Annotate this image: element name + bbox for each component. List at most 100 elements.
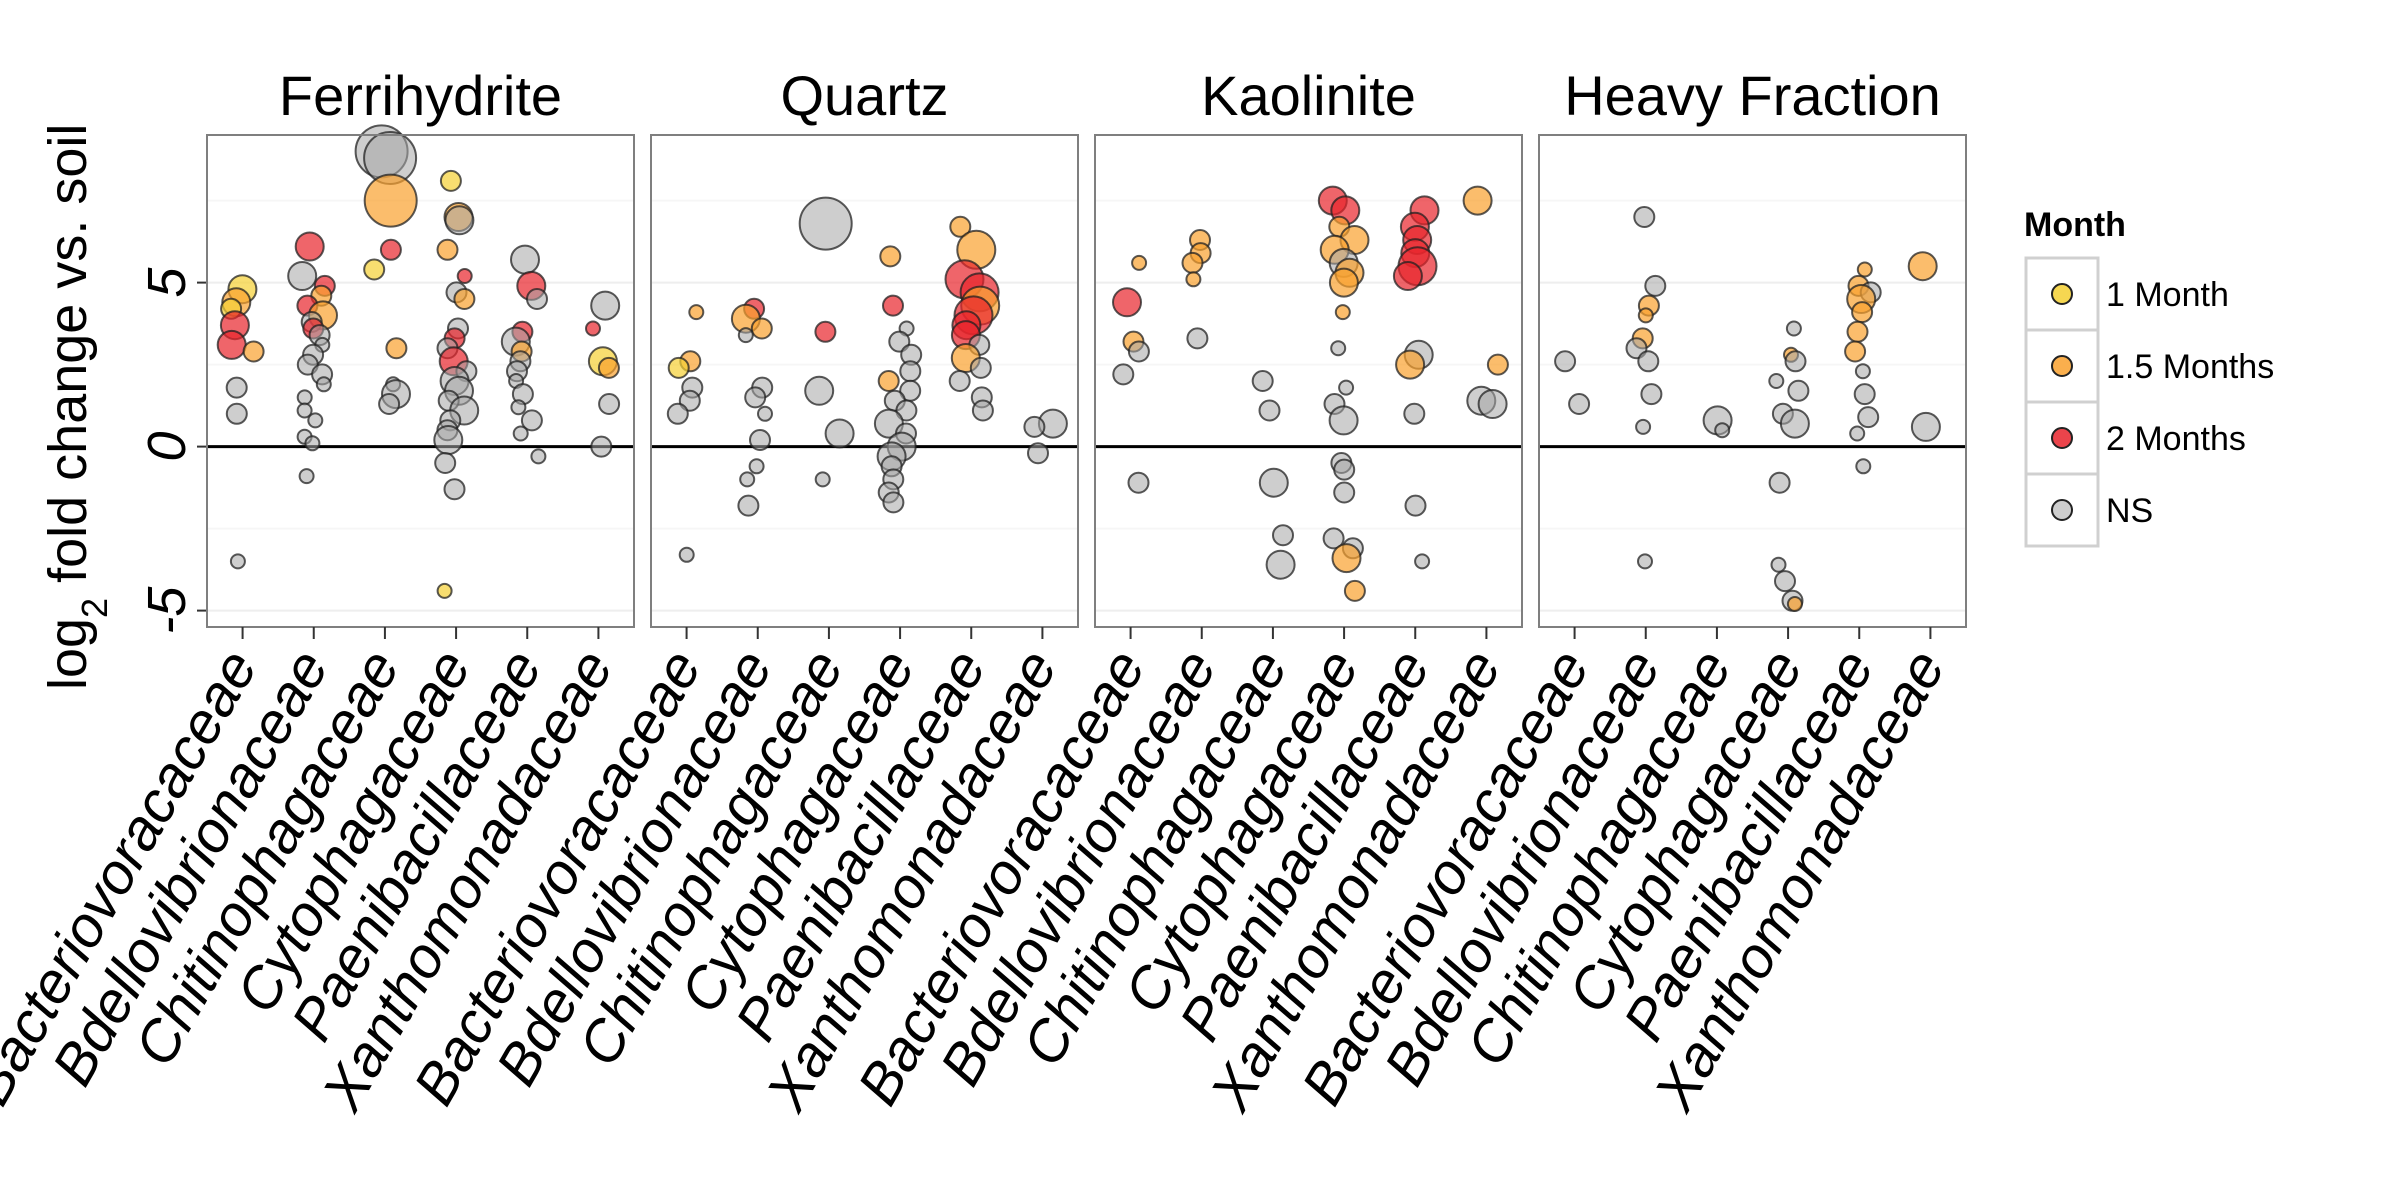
data-point [1127, 340, 1150, 363]
data-point [436, 238, 459, 261]
data-point [667, 356, 690, 379]
data-point [949, 215, 972, 238]
data-point [304, 435, 321, 452]
data-point [225, 376, 248, 399]
legend-swatch [2051, 427, 2073, 449]
data-point [744, 386, 767, 409]
data-point [1637, 553, 1653, 570]
data-point [1768, 373, 1785, 389]
facet-title: Heavy Fraction [1564, 64, 1941, 127]
y-axis-title-subscript: 2 [74, 598, 115, 618]
data-point [590, 290, 621, 321]
panel-border [1094, 134, 1523, 628]
data-point [757, 405, 773, 422]
panel-background [1095, 135, 1522, 627]
data-point [296, 402, 313, 419]
data-point [510, 244, 540, 275]
data-point [899, 360, 922, 383]
data-point [1112, 287, 1142, 318]
data-point [597, 356, 620, 379]
data-point [1331, 543, 1362, 574]
data-point [1714, 422, 1731, 439]
data-point [814, 320, 837, 343]
legend-label: 1.5 Months [2106, 348, 2274, 386]
data-point [520, 409, 543, 432]
y-tick-label: 0 [137, 432, 197, 462]
data-point [798, 196, 853, 251]
data-point [1784, 350, 1807, 373]
data-point [216, 329, 247, 360]
data-point [1330, 340, 1347, 357]
data-point [1637, 350, 1660, 373]
y-axis-title-rest: fold change vs. soil [38, 124, 98, 598]
data-point [1910, 411, 1941, 442]
data-point [225, 402, 248, 425]
panel-background [207, 135, 634, 627]
data-point [1333, 481, 1356, 504]
data-point [315, 376, 332, 393]
data-point [385, 337, 408, 360]
data-point [882, 294, 904, 317]
data-point [814, 471, 831, 488]
data-point [948, 370, 971, 392]
data-point [598, 393, 621, 415]
data-point [1265, 549, 1296, 580]
legend-swatch [2051, 355, 2073, 377]
data-point [526, 288, 548, 310]
data-point [1635, 418, 1652, 435]
data-point [379, 238, 402, 261]
panel-border [1538, 134, 1967, 628]
data-point [1770, 556, 1787, 573]
data-point [1486, 353, 1509, 376]
data-point [444, 205, 475, 236]
data-point [1644, 274, 1667, 297]
legend-item: 1.5 Months [2024, 328, 2274, 404]
data-point [242, 340, 265, 363]
y-axis-title-main: log [38, 618, 98, 690]
data-point [456, 268, 473, 284]
facet-title: Kaolinite [1201, 64, 1416, 127]
data-point [877, 370, 900, 392]
data-point [737, 327, 754, 344]
data-point [1568, 393, 1591, 415]
data-point [1258, 399, 1281, 422]
data-point [1338, 379, 1355, 396]
data-point [1462, 185, 1493, 216]
data-point [1774, 570, 1796, 593]
data-point [1392, 261, 1423, 291]
data-point [1787, 379, 1810, 402]
data-point [1856, 261, 1873, 278]
data-point [1477, 389, 1508, 419]
data-point [1343, 579, 1366, 602]
data-point [296, 389, 313, 406]
data-point [229, 553, 246, 570]
panel-background [1539, 135, 1966, 627]
data-point [433, 425, 464, 455]
data-point [1414, 553, 1431, 570]
data-point [1328, 267, 1359, 298]
data-point [1127, 471, 1150, 494]
data-point [378, 393, 401, 415]
data-point [307, 412, 324, 429]
legend-item: 2 Months [2024, 400, 2246, 476]
data-point [1854, 363, 1871, 380]
data-point [1328, 405, 1359, 436]
data-point [443, 478, 466, 501]
svg-text:log2 fold change vs. soil: log2 fold change vs. soil [38, 124, 115, 690]
legend-title: Month [2024, 206, 2126, 244]
data-point [439, 169, 462, 192]
data-point [688, 304, 705, 321]
data-point [1404, 494, 1427, 517]
data-point [1844, 340, 1867, 363]
legend-label: NS [2106, 492, 2153, 530]
panel-border [650, 134, 1079, 628]
data-point [1554, 350, 1577, 373]
data-point [512, 425, 529, 442]
data-point [1272, 524, 1294, 547]
data-point [1785, 320, 1802, 337]
legend-label: 1 Month [2106, 276, 2229, 314]
data-point [1640, 383, 1663, 406]
data-point [969, 356, 992, 379]
data-point [1768, 471, 1791, 494]
data-point [363, 258, 386, 281]
